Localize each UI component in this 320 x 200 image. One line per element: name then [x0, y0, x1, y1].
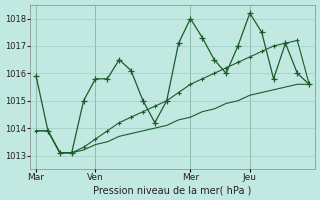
X-axis label: Pression niveau de la mer( hPa ): Pression niveau de la mer( hPa ) — [93, 185, 252, 195]
